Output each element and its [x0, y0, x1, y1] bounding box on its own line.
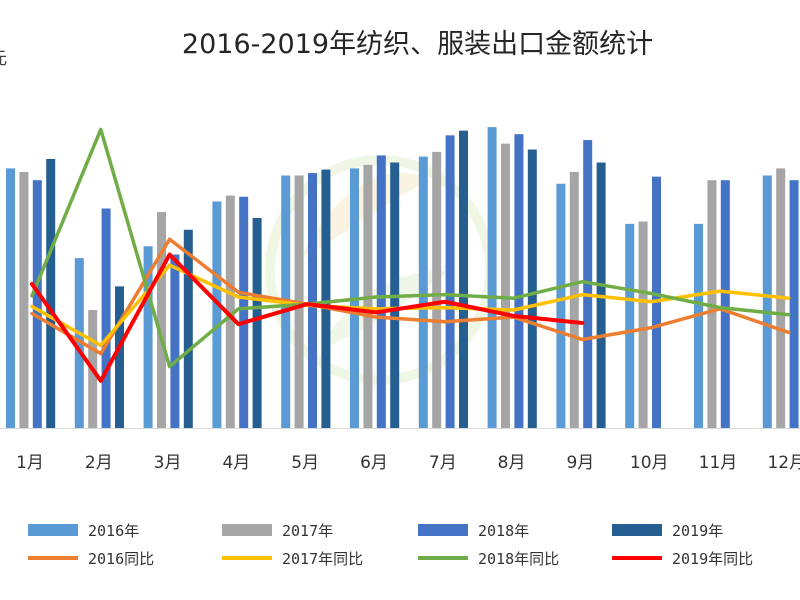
x-tick-label: 10月 [630, 453, 669, 473]
legend-swatch [28, 524, 78, 536]
bar-2016年-1月 [6, 168, 15, 428]
bar-2018年-5月 [308, 173, 317, 428]
bar-2019年-7月 [459, 130, 468, 428]
bar-2019年-2月 [115, 286, 124, 428]
chart-title: 2016-2019年纺织、服装出口金额统计 [181, 29, 654, 60]
legend-swatch [418, 556, 468, 560]
legend-label: 2016同比 [88, 550, 155, 568]
bar-2019年-4月 [252, 217, 262, 428]
line-2016同比 [30, 237, 791, 356]
line-2018年同比 [30, 127, 791, 369]
legend-swatch [612, 524, 662, 536]
legend: 2016年 2017年 2018年 2019年 2016同比 2017年同比 2018年同比… [0, 510, 800, 590]
bar-2019年-3月 [183, 229, 193, 428]
bar-2018年-7月 [445, 135, 455, 429]
legend-label: 2019年同比 [672, 550, 754, 568]
bar-2018年-12月 [789, 180, 799, 428]
x-tick-label: 7月 [429, 453, 457, 473]
x-tick-label: 8月 [498, 453, 526, 473]
bar-2019年-1月 [46, 158, 56, 428]
x-tick-label: 6月 [360, 453, 388, 473]
y-axis-unit: 元 [0, 44, 7, 69]
bar-2017年-9月 [569, 171, 579, 428]
bar-2018年-11月 [720, 180, 730, 428]
legend-label: 2019年 [672, 522, 724, 540]
bar-2018年-2月 [101, 208, 111, 428]
bar-2018年-3月 [170, 254, 180, 428]
legend-label: 2018年 [478, 522, 530, 540]
bar-2016年-3月 [143, 246, 153, 428]
legend-swatch [222, 524, 272, 536]
x-tick-label: 4月 [222, 453, 250, 473]
legend-label: 2018年同比 [478, 550, 560, 568]
bar-2017年-11月 [707, 180, 717, 428]
bar-2018年-4月 [239, 196, 249, 428]
bar-2017年-3月 [157, 212, 166, 428]
x-tick-label: 1月 [16, 453, 44, 473]
x-tick-label: 11月 [699, 453, 738, 473]
line-2019年同比 [30, 252, 585, 383]
legend-label: 2017年 [282, 522, 334, 540]
legend-swatch [28, 556, 78, 560]
bar-2017年-7月 [432, 151, 442, 428]
bar-2016年-10月 [625, 223, 635, 428]
bar-2016年-8月 [487, 127, 497, 428]
legend-swatch [418, 524, 468, 536]
legend-label: 2017年同比 [282, 550, 364, 568]
x-tick-label: 5月 [291, 453, 319, 473]
bar-2017年-1月 [19, 171, 29, 428]
x-tick-label: 12月 [767, 453, 800, 473]
bar-2017年-8月 [501, 143, 510, 428]
legend-swatch [222, 556, 272, 560]
x-tick-label: 2月 [85, 453, 113, 473]
bar-2016年-11月 [694, 223, 703, 428]
bar-2016年-9月 [556, 183, 566, 428]
bar-2016年-12月 [762, 175, 772, 428]
bar-2016年-4月 [212, 201, 222, 428]
bar-2016年-7月 [418, 156, 428, 428]
x-tick-label: 3月 [154, 453, 182, 473]
bar-2019年-5月 [321, 169, 331, 428]
bar-2018年-6月 [376, 155, 386, 429]
legend-label: 2016年 [88, 522, 140, 540]
bar-2017年-10月 [638, 221, 648, 428]
legend-swatch [612, 556, 662, 560]
bar-2019年-8月 [527, 149, 537, 428]
bar-2017年-4月 [225, 195, 235, 428]
bar-2018年-1月 [32, 180, 42, 428]
bar-2018年-8月 [514, 134, 524, 428]
x-tick-label: 9月 [566, 453, 594, 473]
